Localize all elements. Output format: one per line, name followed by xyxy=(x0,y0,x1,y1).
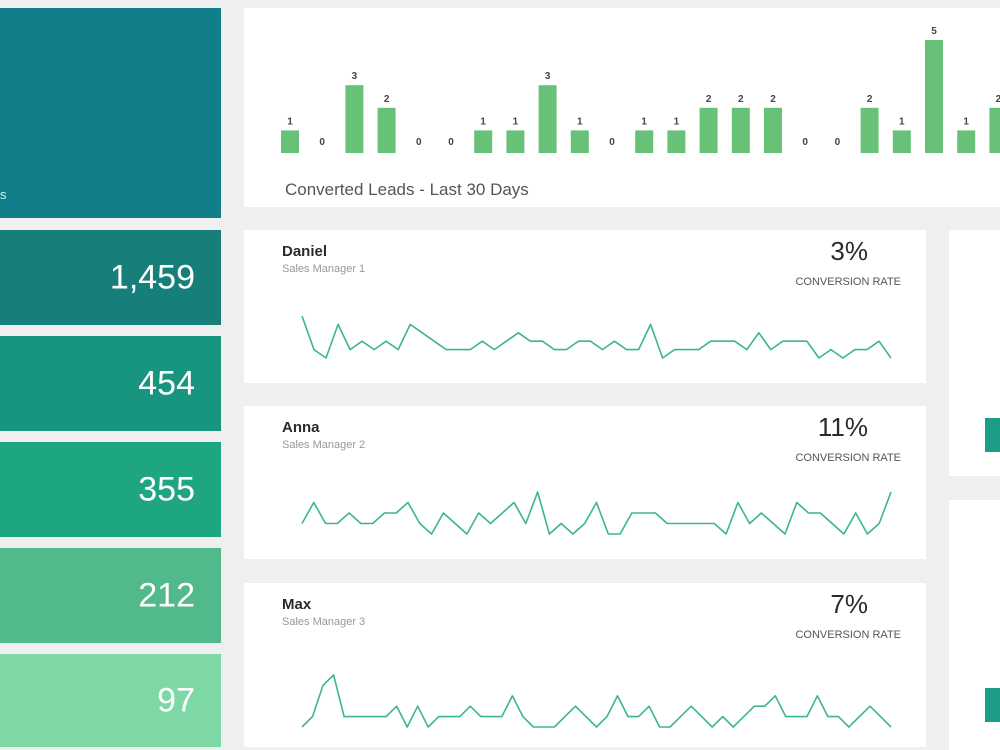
sparkline-path xyxy=(301,315,892,359)
conversion-rate-label: CONVERSION RATE xyxy=(795,276,901,288)
side-panel-accent-bar xyxy=(985,418,1000,452)
chart-title: Converted Leads - Last 30 Days xyxy=(285,180,529,199)
sparkline-path xyxy=(301,491,892,535)
bar[interactable] xyxy=(957,130,976,153)
bar[interactable] xyxy=(892,130,911,153)
bar-value-label: 3 xyxy=(352,71,358,82)
sparkline-path xyxy=(301,674,892,728)
manager-name: Anna xyxy=(282,419,320,436)
funnel-tile-stage-3[interactable]: 355 xyxy=(0,442,221,537)
manager-name: Max xyxy=(282,596,312,613)
bar[interactable] xyxy=(699,107,718,153)
conversion-rate-value: 11% xyxy=(817,412,868,442)
bar[interactable] xyxy=(345,85,364,153)
funnel-stage-2-value: 454 xyxy=(138,364,195,402)
funnel-tile-stage-5[interactable]: 97 xyxy=(0,654,221,747)
funnel-tile-caption: s xyxy=(0,187,7,202)
bar-value-label: 0 xyxy=(319,137,325,148)
bar[interactable] xyxy=(538,85,557,153)
bar-value-label: 1 xyxy=(577,116,583,127)
bar-value-label: 2 xyxy=(770,94,776,105)
bar-value-label: 2 xyxy=(706,94,712,105)
bar[interactable] xyxy=(377,107,396,153)
funnel-tile-stage-1[interactable]: 1,459 xyxy=(0,230,221,325)
bar-value-label: 1 xyxy=(641,116,647,127)
conversion-rate-value: 3% xyxy=(830,236,868,266)
funnel-tile-stage-2[interactable]: 454 xyxy=(0,336,221,431)
bar[interactable] xyxy=(667,130,686,153)
conversion-sparkline xyxy=(301,315,892,359)
bar-value-label: 1 xyxy=(287,116,293,127)
bar[interactable] xyxy=(989,107,1000,153)
bar[interactable] xyxy=(860,107,879,153)
conversion-sparkline xyxy=(301,674,892,728)
bar-value-label: 2 xyxy=(996,94,1000,105)
conversion-rate-label: CONVERSION RATE xyxy=(795,452,901,464)
bar[interactable] xyxy=(731,107,750,153)
bar[interactable] xyxy=(474,130,493,153)
manager-name: Daniel xyxy=(282,243,328,260)
conversion-rate-value: 7% xyxy=(830,589,868,619)
manager-role: Sales Manager 3 xyxy=(282,616,366,628)
bar-value-label: 0 xyxy=(835,137,841,148)
funnel-stage-1-value: 1,459 xyxy=(109,258,195,296)
funnel-stage-5-value: 97 xyxy=(157,681,195,719)
converted-leads-chart: 1 0 3 2 0 0 1 1 3 1 0 1 1 2 2 2 0 0 2 1 5 1 2 xyxy=(281,26,1000,153)
bar[interactable] xyxy=(635,130,654,153)
funnel-stage-3-value: 355 xyxy=(138,470,195,508)
funnel-tile-total: s xyxy=(0,8,221,218)
bar-value-label: 5 xyxy=(931,26,937,37)
bar[interactable] xyxy=(925,40,943,153)
side-panel-bottom xyxy=(949,500,1000,750)
manager-card-max[interactable]: Max Sales Manager 3 7% CONVERSION RATE xyxy=(244,583,926,747)
bar-value-label: 2 xyxy=(384,94,390,105)
bar-value-label: 2 xyxy=(867,94,873,105)
side-panel-accent-bar xyxy=(985,688,1000,722)
funnel-tile-stage-4[interactable]: 212 xyxy=(0,548,221,643)
manager-card-anna[interactable]: Anna Sales Manager 2 11% CONVERSION RATE xyxy=(244,406,926,559)
bar[interactable] xyxy=(764,107,782,153)
conversion-sparkline xyxy=(301,491,892,535)
manager-card-daniel[interactable]: Daniel Sales Manager 1 3% CONVERSION RAT… xyxy=(244,230,926,383)
bar-value-label: 1 xyxy=(480,116,486,127)
bar-value-label: 1 xyxy=(963,116,969,127)
manager-role: Sales Manager 2 xyxy=(282,439,366,451)
bar-value-label: 1 xyxy=(674,116,680,127)
bar-value-label: 0 xyxy=(802,137,808,148)
side-panel-top xyxy=(949,230,1000,476)
bar-value-label: 1 xyxy=(513,116,519,127)
bar-value-label: 2 xyxy=(738,94,744,105)
bar-value-label: 0 xyxy=(416,137,422,148)
bar[interactable] xyxy=(570,130,589,153)
bar-value-label: 3 xyxy=(545,71,551,82)
bar[interactable] xyxy=(506,130,525,153)
manager-role: Sales Manager 1 xyxy=(282,263,366,275)
funnel-stage-4-value: 212 xyxy=(138,576,195,614)
bar-value-label: 0 xyxy=(609,137,615,148)
bar-value-label: 1 xyxy=(899,116,905,127)
converted-leads-panel: 1 0 3 2 0 0 1 1 3 1 0 1 1 2 2 2 0 0 2 1 5 1 2 Converted Leads … xyxy=(244,8,1000,207)
bar-value-label: 0 xyxy=(448,137,454,148)
conversion-rate-label: CONVERSION RATE xyxy=(795,629,901,641)
bar[interactable] xyxy=(281,130,299,153)
